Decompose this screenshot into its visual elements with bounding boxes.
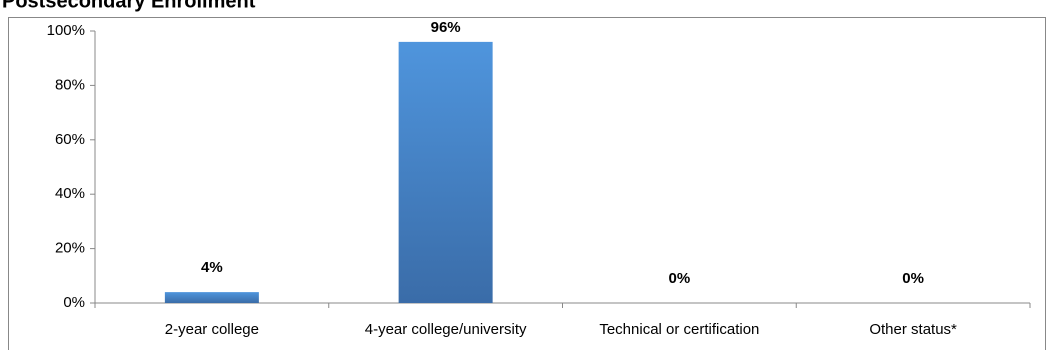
bar	[398, 41, 493, 303]
value-label: 0%	[669, 270, 691, 287]
y-tick-label: 80%	[55, 76, 85, 93]
chart-frame	[8, 17, 1046, 350]
y-tick-label: 60%	[55, 131, 85, 148]
x-tick-label: 4-year college/university	[365, 321, 527, 338]
y-tick-label: 20%	[55, 240, 85, 257]
y-tick-label: 100%	[47, 22, 85, 39]
y-tick-label: 0%	[63, 294, 85, 311]
value-label: 0%	[902, 270, 924, 287]
x-tick-label: Other status*	[869, 321, 957, 338]
bar	[164, 292, 259, 303]
value-label: 4%	[201, 259, 223, 276]
value-label: 96%	[431, 19, 461, 36]
y-tick-label: 40%	[55, 185, 85, 202]
x-tick-label: Technical or certification	[599, 321, 759, 338]
x-tick-label: 2-year college	[165, 321, 259, 338]
title-backdrop	[0, 0, 330, 17]
chart-title: Postsecondary Enrollment	[2, 0, 256, 12]
